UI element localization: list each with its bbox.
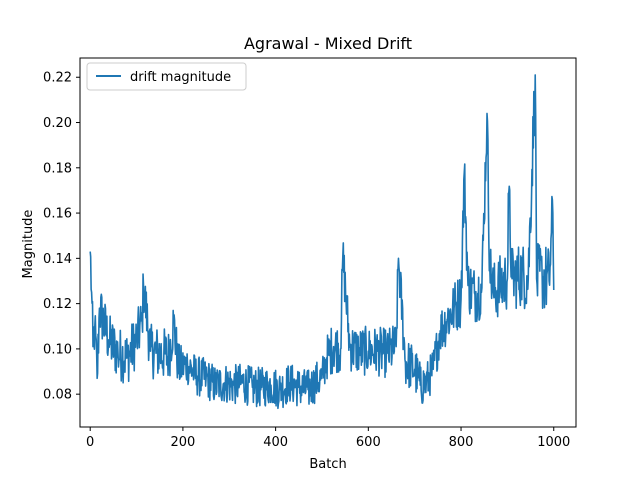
x-tick-label: 0 bbox=[86, 435, 94, 450]
x-axis-label: Batch bbox=[309, 457, 346, 472]
y-tick-label: 0.12 bbox=[43, 297, 72, 312]
y-tick-label: 0.18 bbox=[43, 161, 72, 176]
y-tick-label: 0.14 bbox=[43, 252, 72, 267]
x-tick-label: 1000 bbox=[537, 435, 570, 450]
y-axis-label: Magnitude bbox=[21, 210, 36, 279]
x-tick-label: 800 bbox=[449, 435, 474, 450]
x-tick-label: 400 bbox=[263, 435, 288, 450]
y-tick-label: 0.10 bbox=[43, 342, 72, 357]
y-axis-ticks: 0.08 0.10 0.12 0.14 0.16 0.18 0.20 0.22 bbox=[43, 71, 80, 403]
legend-label: drift magnitude bbox=[130, 70, 231, 85]
legend: drift magnitude bbox=[86, 62, 247, 91]
series-line-drift-magnitude bbox=[89, 74, 555, 410]
legend-box bbox=[86, 62, 247, 91]
x-axis-ticks: 0 200 400 600 800 1000 bbox=[86, 427, 570, 450]
y-tick-label: 0.22 bbox=[43, 71, 72, 86]
y-tick-label: 0.08 bbox=[43, 388, 72, 403]
y-tick-label: 0.16 bbox=[43, 207, 72, 222]
y-tick-label: 0.20 bbox=[43, 116, 72, 131]
axes-frame bbox=[79, 57, 577, 428]
x-tick-label: 600 bbox=[356, 435, 381, 450]
plot-area bbox=[89, 74, 555, 410]
x-tick-label: 200 bbox=[170, 435, 195, 450]
chart-title: Agrawal - Mixed Drift bbox=[244, 34, 412, 53]
